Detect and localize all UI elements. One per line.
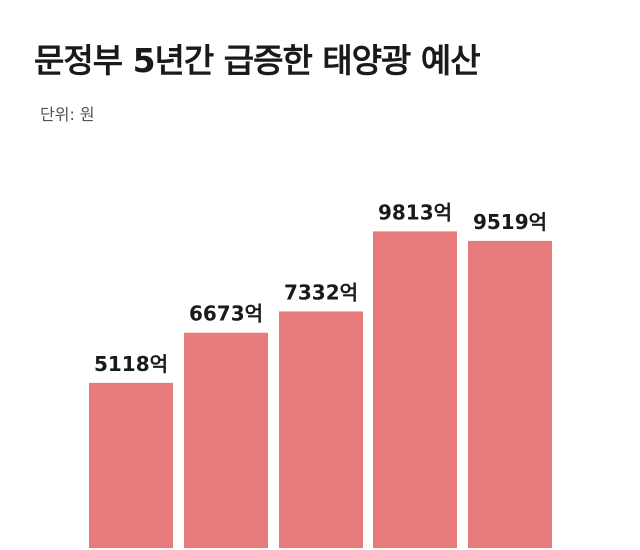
bar-value-label-4: 9813억 bbox=[378, 200, 452, 224]
chart-unit-label: 단위: 원 bbox=[40, 105, 95, 124]
bar-value-label-3: 7332억 bbox=[284, 280, 358, 304]
bar-3 bbox=[279, 311, 363, 548]
bar-1 bbox=[89, 382, 173, 548]
bar-2 bbox=[184, 332, 268, 548]
bar-value-label-1: 5118억 bbox=[94, 352, 168, 376]
bar-4 bbox=[373, 231, 457, 548]
bar-5 bbox=[468, 240, 552, 548]
chart-title: 문정부 5년간 급증한 태양광 예산 bbox=[34, 41, 481, 80]
bar-value-label-5: 9519억 bbox=[473, 210, 547, 234]
bar-value-label-2: 6673억 bbox=[189, 302, 263, 326]
